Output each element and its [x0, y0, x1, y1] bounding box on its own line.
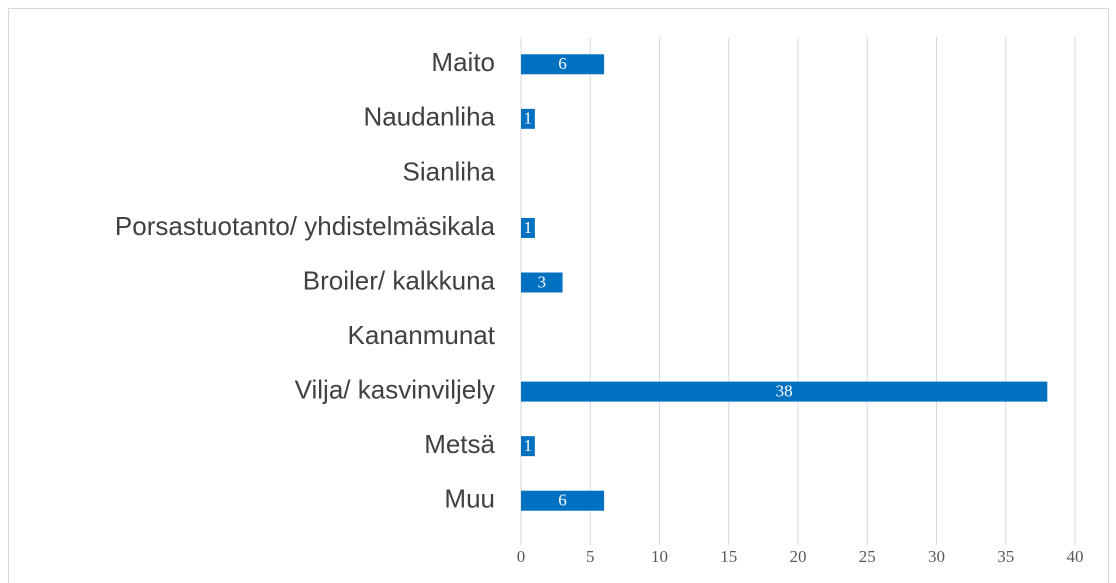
y-tick-label: Broiler/ kalkkuna — [303, 265, 496, 295]
x-tick-label: 25 — [859, 547, 876, 566]
value-label: 38 — [776, 382, 793, 401]
y-tick-label: Sianliha — [402, 156, 495, 186]
y-tick-label: Naudanliha — [363, 102, 495, 132]
x-tick-label: 35 — [997, 547, 1014, 566]
y-tick-label: Vilja/ kasvinviljely — [295, 374, 495, 404]
value-label: 6 — [558, 54, 567, 73]
bar — [521, 490, 605, 511]
bar — [521, 217, 535, 238]
x-tick-label: 10 — [651, 547, 668, 566]
value-label: 3 — [538, 272, 547, 291]
value-label: 6 — [558, 491, 567, 510]
x-tick-label: 5 — [586, 547, 595, 566]
value-label: 1 — [524, 436, 533, 455]
y-tick-label: Porsastuotanto/ yhdistelmäsikala — [115, 211, 496, 241]
y-tick-label: Kananmunat — [348, 320, 496, 350]
x-tick-label: 40 — [1067, 547, 1084, 566]
x-tick-label: 15 — [720, 547, 737, 566]
x-tick-label: 0 — [517, 547, 526, 566]
y-tick-label: Muu — [444, 484, 495, 514]
bar — [521, 436, 535, 457]
chart-frame — [8, 8, 1109, 583]
y-tick-label: Metsä — [424, 429, 495, 459]
x-tick-label: 20 — [790, 547, 807, 566]
bar — [521, 108, 535, 129]
value-label: 1 — [524, 218, 533, 237]
value-label: 1 — [524, 109, 533, 128]
bar — [521, 54, 605, 75]
x-tick-label: 30 — [928, 547, 945, 566]
y-tick-label: Maito — [431, 47, 495, 77]
bar — [521, 272, 563, 293]
bar — [521, 381, 1048, 402]
